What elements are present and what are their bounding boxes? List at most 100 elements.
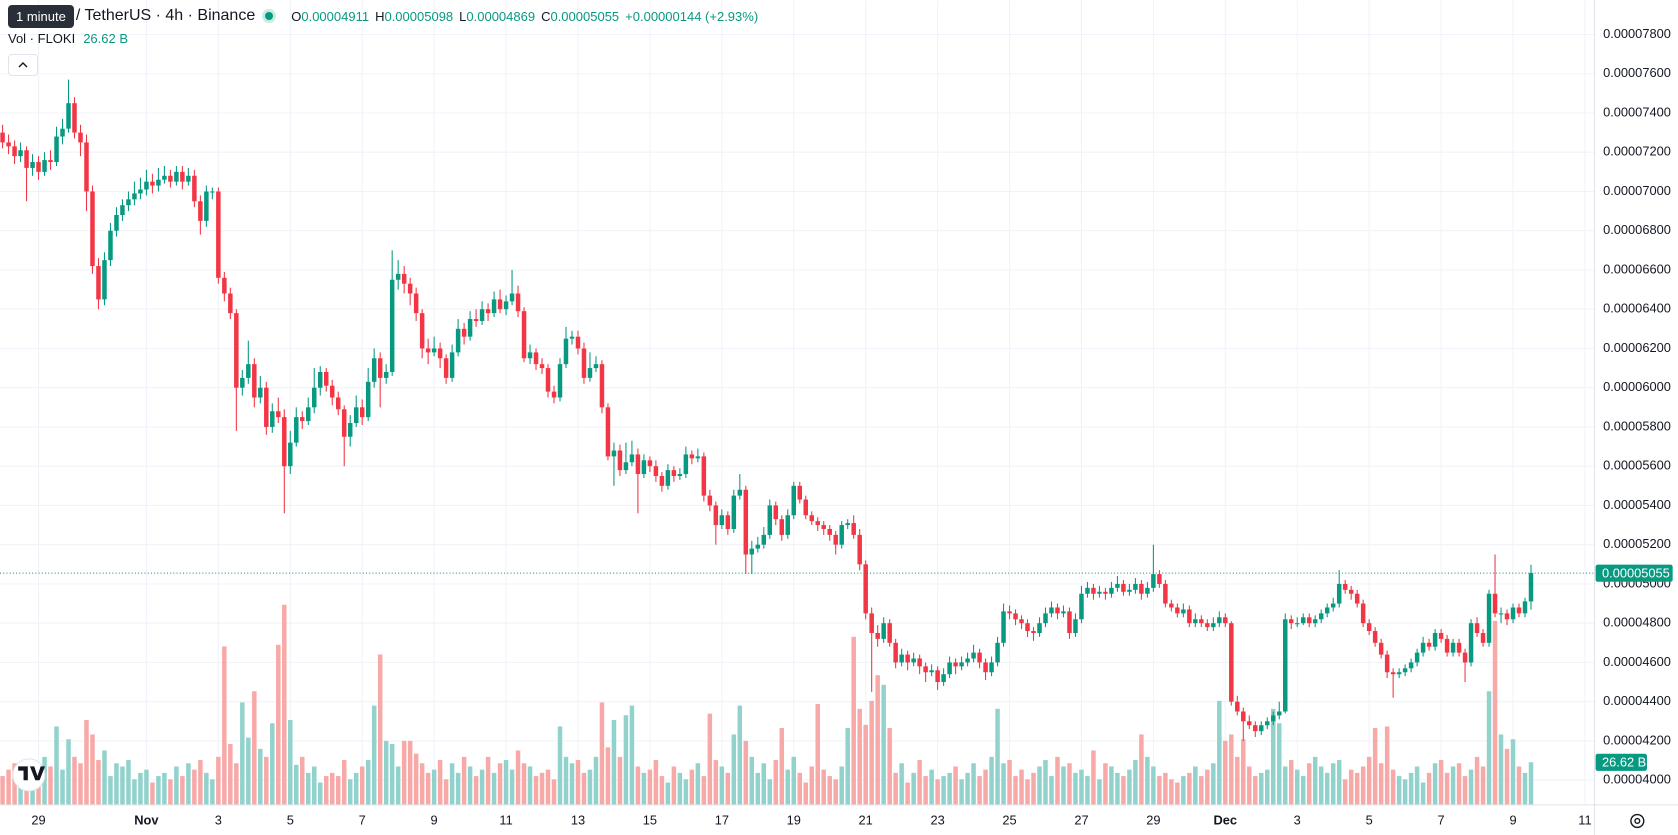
candle-body: [1085, 587, 1090, 594]
candle-body: [479, 309, 485, 321]
candle-body: [168, 175, 173, 182]
volume-bar: [1025, 779, 1030, 805]
volume-bar: [1235, 756, 1240, 805]
volume-bar: [443, 779, 449, 805]
candle-body: [1013, 613, 1018, 620]
candle-body: [252, 364, 257, 398]
volume-bar: [210, 779, 215, 805]
collapse-button[interactable]: [8, 54, 38, 76]
candle-body: [497, 299, 503, 310]
volume-bar: [1522, 772, 1528, 805]
y-tick-label: 0.00007400: [1603, 104, 1671, 119]
volume-bar: [353, 772, 359, 805]
candle-body: [1259, 725, 1264, 732]
candle-body: [1384, 654, 1390, 673]
settings-icon[interactable]: [1630, 813, 1645, 829]
candle-body: [1139, 583, 1144, 594]
candle-body: [665, 470, 671, 486]
candle-body: [599, 364, 605, 408]
volume-bar: [653, 760, 659, 805]
volume-bar: [1438, 760, 1444, 805]
volume-bar: [96, 760, 101, 805]
candle-body: [30, 162, 35, 168]
volume-bar: [306, 772, 311, 805]
volume-bar: [54, 726, 59, 805]
volume-bar: [755, 772, 761, 805]
candle-body: [773, 505, 779, 520]
candle-body: [60, 128, 65, 137]
x-tick-label: 5: [1366, 812, 1373, 827]
volume-bar: [929, 769, 934, 805]
volume-bar: [1516, 766, 1522, 805]
volume-bar: [479, 769, 485, 805]
x-tick-label: 27: [1074, 812, 1088, 827]
y-tick-label: 0.00006800: [1603, 222, 1671, 237]
x-tick-label: 7: [359, 812, 366, 827]
candle-body: [521, 311, 527, 359]
candle-body: [144, 181, 149, 190]
volume-bar: [240, 702, 245, 805]
volume-bar: [6, 769, 11, 805]
legend-header: 1 minute / TetherUS · 4h · Binance O 0.00…: [8, 4, 758, 28]
volume-bar: [797, 772, 802, 805]
candle-body: [192, 175, 197, 202]
candle-body: [671, 470, 677, 477]
candle-body: [533, 352, 539, 365]
candle-body: [222, 277, 227, 294]
candle-body: [1450, 642, 1456, 653]
volume-bar: [569, 763, 575, 805]
candle-body: [1348, 589, 1354, 594]
candle-body: [240, 377, 245, 388]
candle-body: [1277, 711, 1282, 716]
candle-body: [1390, 672, 1396, 675]
volume-bar: [1450, 766, 1456, 805]
symbol[interactable]: / TetherUS · 4h · Binance: [75, 7, 256, 24]
market-status: [265, 12, 274, 20]
candle-body: [1049, 607, 1054, 614]
candle-body: [318, 372, 323, 388]
change: +0.00000144 (+2.93%): [625, 8, 759, 24]
volume-bar: [803, 782, 808, 805]
candle-body: [1336, 583, 1342, 604]
tradingview-logo[interactable]: [12, 758, 46, 792]
x-tick-label: 3: [215, 812, 222, 827]
volume-bar: [359, 766, 365, 805]
volume-bar: [671, 766, 677, 805]
volume-bar: [863, 724, 868, 805]
candle-body: [1055, 607, 1060, 614]
x-tick-label: 29: [31, 812, 45, 827]
candle-body: [977, 652, 982, 663]
candle-body: [341, 409, 347, 437]
volume-bar: [335, 776, 341, 805]
volume-bar: [1318, 766, 1324, 805]
volume-bar: [180, 776, 185, 805]
ohlc-value: 0.00005098: [384, 8, 454, 24]
volume-bar: [1109, 766, 1114, 805]
candle-body: [581, 348, 587, 378]
candle-body: [953, 662, 958, 667]
volume-bar: [545, 769, 551, 805]
candle-body: [593, 364, 599, 369]
volume-bar: [18, 782, 23, 805]
candle-body: [54, 136, 59, 163]
volume-bar: [198, 760, 203, 805]
volume-bar: [1223, 740, 1228, 805]
y-tick-label: 0.00004200: [1603, 732, 1671, 747]
y-tick-label: 0.00007000: [1603, 183, 1671, 198]
volume-bar: [1265, 769, 1270, 805]
volume-bar: [467, 766, 473, 805]
candle-body: [1516, 607, 1522, 614]
candle-body: [306, 407, 311, 422]
volume-bar: [1271, 708, 1276, 805]
volume-bar: [461, 756, 467, 805]
volume-bar: [701, 776, 707, 805]
volume-bar: [1354, 772, 1360, 805]
volume-bar: [977, 776, 982, 805]
volume-bar: [791, 756, 797, 805]
volume-bar: [1007, 760, 1012, 805]
volume-bar: [815, 704, 820, 805]
candle-body: [18, 150, 23, 157]
volume-bar: [1456, 763, 1462, 805]
candle-body: [803, 499, 808, 516]
volume-bar: [341, 760, 347, 805]
